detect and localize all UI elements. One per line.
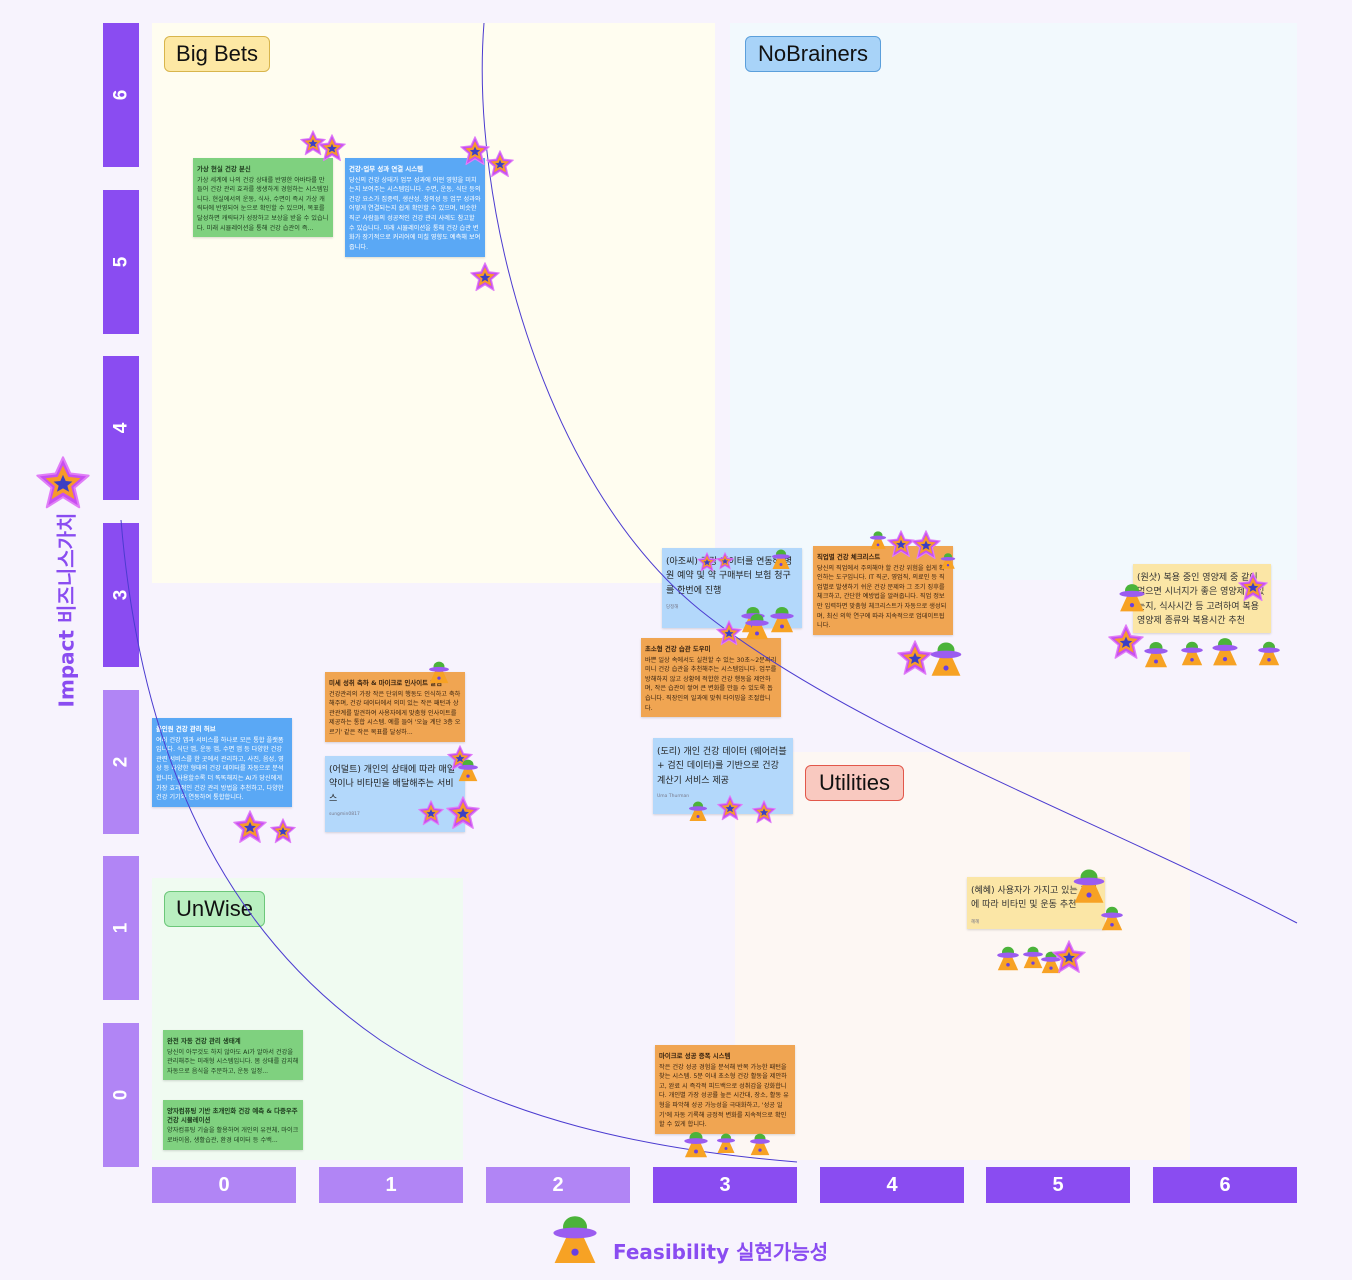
star-vote-icon[interactable] [470, 262, 500, 292]
star-vote-icon[interactable] [318, 134, 346, 162]
sticky-title: 건강-업무 성과 연결 시스템 [349, 165, 423, 173]
sticky-body: 건강관리의 가장 작은 단위의 행동도 인식하고 축하해주며, 건강 데이터에서… [329, 690, 461, 737]
ufo-vote-icon[interactable] [996, 945, 1020, 971]
y-tick-6: 6 [103, 23, 139, 167]
y-tick-label: 6 [109, 89, 131, 101]
quadrant-big-bets [152, 23, 715, 583]
star-vote-icon[interactable] [446, 796, 480, 830]
x-tick-2: 2 [486, 1167, 630, 1203]
y-tick-4: 4 [103, 356, 139, 500]
ufo-vote-icon[interactable] [1118, 582, 1146, 613]
unwise-label: UnWise [164, 891, 265, 927]
ufo-vote-icon[interactable] [428, 660, 450, 684]
sticky-body: 여러 건강 앱과 서비스를 하나로 모은 통합 플랫폼입니다. 식단 앱, 운동… [156, 736, 284, 802]
y-tick-label: 2 [109, 756, 131, 768]
sticky-title: 완전 자동 건강 관리 생태계 [167, 1037, 241, 1045]
sticky-body: 당신이 아무것도 하지 않아도 AI가 알아서 건강을 관리해주는 미래형 시스… [167, 1048, 299, 1075]
ufo-vote-icon[interactable] [1211, 636, 1239, 667]
star-vote-icon[interactable] [716, 552, 734, 570]
ufo-icon [551, 1212, 599, 1266]
ufo-vote-icon[interactable] [683, 1130, 709, 1159]
x-tick-3: 3 [653, 1167, 797, 1203]
utilities-label: Utilities [805, 765, 904, 801]
sticky-title: 올인원 건강 관리 허브 [156, 725, 216, 733]
ufo-vote-icon[interactable] [457, 758, 479, 782]
x-tick-6: 6 [1153, 1167, 1297, 1203]
y-tick-0: 0 [103, 1023, 139, 1167]
sticky-title: 초소형 건강 습관 도우미 [645, 645, 711, 653]
y-tick-2: 2 [103, 690, 139, 834]
ufo-vote-icon[interactable] [1257, 640, 1281, 666]
sticky-body: 작은 건강 성공 경험을 분석해 반복 가능한 패턴을 찾는 시스템. 5분 이… [659, 1063, 789, 1129]
ufo-vote-icon[interactable] [771, 548, 791, 570]
star-vote-icon[interactable] [1052, 940, 1086, 974]
x-axis-title: Feasibility 실현가능성 [613, 1240, 829, 1264]
ufo-vote-icon[interactable] [869, 530, 887, 550]
star-vote-icon[interactable] [897, 640, 933, 676]
sticky-body: 바쁜 일상 속에서도 실천할 수 있는 30초~2분짜리 미니 건강 습관을 추… [645, 656, 777, 712]
y-tick-label: 1 [109, 922, 131, 934]
y-tick-3: 3 [103, 523, 139, 667]
ufo-vote-icon[interactable] [749, 1132, 771, 1156]
star-vote-icon[interactable] [1108, 624, 1144, 660]
star-vote-icon[interactable] [752, 800, 776, 824]
big-bets-label: Big Bets [164, 36, 270, 72]
quadrant-no-brainers [730, 23, 1297, 580]
sticky-body: (도리) 개인 건강 데이터 (웨어러블 + 검진 데이터)를 기반으로 건강 … [657, 747, 787, 786]
ufo-vote-icon[interactable] [688, 800, 708, 822]
x-tick-5: 5 [986, 1167, 1130, 1203]
ufo-vote-icon[interactable] [716, 1132, 736, 1154]
ufo-vote-icon[interactable] [1180, 640, 1204, 666]
ufo-vote-icon[interactable] [769, 605, 795, 634]
x-tick-1: 1 [319, 1167, 463, 1203]
star-vote-icon[interactable] [1238, 572, 1268, 602]
star-vote-icon[interactable] [716, 620, 742, 646]
sticky-body: 당신의 건강 상태가 업무 성과에 어떤 영향을 미치는지 보여주는 시스템입니… [349, 176, 481, 251]
y-tick-label: 3 [109, 589, 131, 601]
star-vote-icon[interactable] [418, 800, 444, 826]
sticky-author: 혜혜 [971, 919, 980, 925]
sticky-note[interactable]: (어덜트) 개인의 상태에 따라 매일 약이나 비타민을 배달해주는 서비스 su… [325, 756, 465, 832]
quadrant-utilities [735, 752, 1190, 1160]
ufo-vote-icon[interactable] [929, 640, 963, 677]
sticky-body: 당신의 직업에서 주의해야 할 건강 위험을 쉽게 확인하는 도구입니다. IT… [817, 564, 947, 630]
sticky-title: 마이크로 성공 증폭 시스템 [659, 1052, 731, 1060]
ufo-vote-icon[interactable] [744, 612, 770, 641]
star-vote-icon[interactable] [270, 818, 296, 844]
sticky-title: 가상 현실 건강 분신 [197, 165, 251, 173]
star-icon [36, 456, 90, 510]
sticky-body: 양자컴퓨팅 기술을 활용하여 개인의 유전체, 마이크로바이옴, 생활습관, 환… [167, 1127, 299, 1144]
y-axis-title: Impact 비즈니스가치 [54, 512, 79, 708]
y-tick-label: 5 [109, 256, 131, 268]
ufo-vote-icon[interactable] [1100, 905, 1124, 931]
ufo-vote-icon[interactable] [940, 552, 956, 570]
star-vote-icon[interactable] [717, 795, 743, 821]
no-brainers-label: NoBrainers [745, 36, 881, 72]
star-vote-icon[interactable] [911, 530, 941, 560]
y-tick-5: 5 [103, 190, 139, 334]
star-vote-icon[interactable] [697, 552, 717, 572]
star-vote-icon[interactable] [233, 810, 267, 844]
ufo-vote-icon[interactable] [1143, 640, 1169, 669]
sticky-title: 양자컴퓨팅 기반 초개인화 건강 예측 & 다중우주 건강 시뮬레이션 [167, 1107, 298, 1124]
ufo-vote-icon[interactable] [1072, 867, 1106, 904]
y-tick-1: 1 [103, 856, 139, 1000]
y-tick-label: 0 [109, 1089, 131, 1101]
y-tick-label: 4 [109, 422, 131, 434]
x-tick-0: 0 [152, 1167, 296, 1203]
sticky-body: 가상 세계에 나의 건강 상태를 반영한 아바타를 만들어 건강 관리 효과를 … [197, 176, 329, 232]
star-vote-icon[interactable] [486, 150, 514, 178]
x-tick-4: 4 [820, 1167, 964, 1203]
